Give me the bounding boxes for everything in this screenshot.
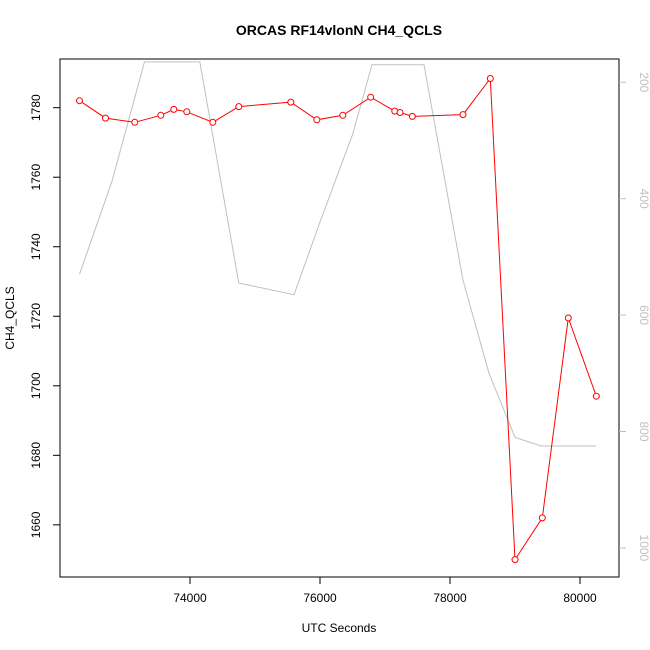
x-tick-label: 80000 (563, 591, 597, 605)
ch4-point (183, 108, 191, 116)
x-axis: 74000 76000 78000 80000 (173, 577, 597, 605)
ch4-point (459, 111, 467, 119)
y-tick-label: 1680 (29, 442, 43, 469)
y-axis-left: 1660 1680 1700 1720 1740 1760 1780 (29, 94, 60, 538)
y-tick-label: 1740 (29, 233, 43, 260)
y2-tick-label: 600 (637, 305, 650, 325)
y-tick-label: 1780 (29, 94, 43, 121)
ch4-point (564, 314, 572, 322)
ch4-point (486, 75, 494, 82)
plot-frame (59, 58, 620, 578)
y2-tick-label: 200 (637, 72, 650, 92)
x-axis-label: UTC Seconds (302, 621, 377, 635)
y-tick-label: 1700 (29, 372, 43, 399)
x-tick-label: 76000 (303, 591, 337, 605)
y-tick-label: 1760 (29, 164, 43, 191)
y2-tick-label: 1000 (637, 535, 650, 562)
ch4-point (157, 111, 165, 119)
ch4-point (235, 103, 243, 111)
ch4-point (131, 118, 139, 126)
ch4-point (102, 114, 109, 122)
altitude-line (79, 61, 597, 447)
y2-tick-label: 800 (637, 421, 650, 441)
y-axis-right: 200 400 600 800 1000 (619, 72, 650, 562)
ch4-point (408, 112, 416, 120)
ch4-point (367, 93, 375, 101)
y-tick-label: 1720 (29, 303, 43, 330)
ch4-line (79, 77, 597, 562)
chart-title: ORCAS RF14vlonN CH4_QCLS (236, 22, 442, 38)
ch4-point (396, 109, 404, 116)
ch4-point (339, 111, 347, 119)
ch4-point (538, 514, 546, 522)
ch4-point (170, 105, 178, 113)
ch4-point (287, 98, 295, 106)
x-tick-label: 78000 (433, 591, 467, 605)
ch4-point (209, 118, 217, 126)
x-tick-label: 74000 (173, 591, 207, 605)
ch4-point (511, 556, 519, 564)
y2-tick-label: 400 (637, 189, 650, 209)
ch4-point (76, 97, 83, 105)
y-tick-label: 1660 (29, 511, 43, 538)
ch4-point (592, 392, 600, 400)
ch4-point (313, 116, 321, 124)
series-layer (76, 61, 600, 564)
y-axis-label: CH4_QCLS (3, 286, 17, 349)
